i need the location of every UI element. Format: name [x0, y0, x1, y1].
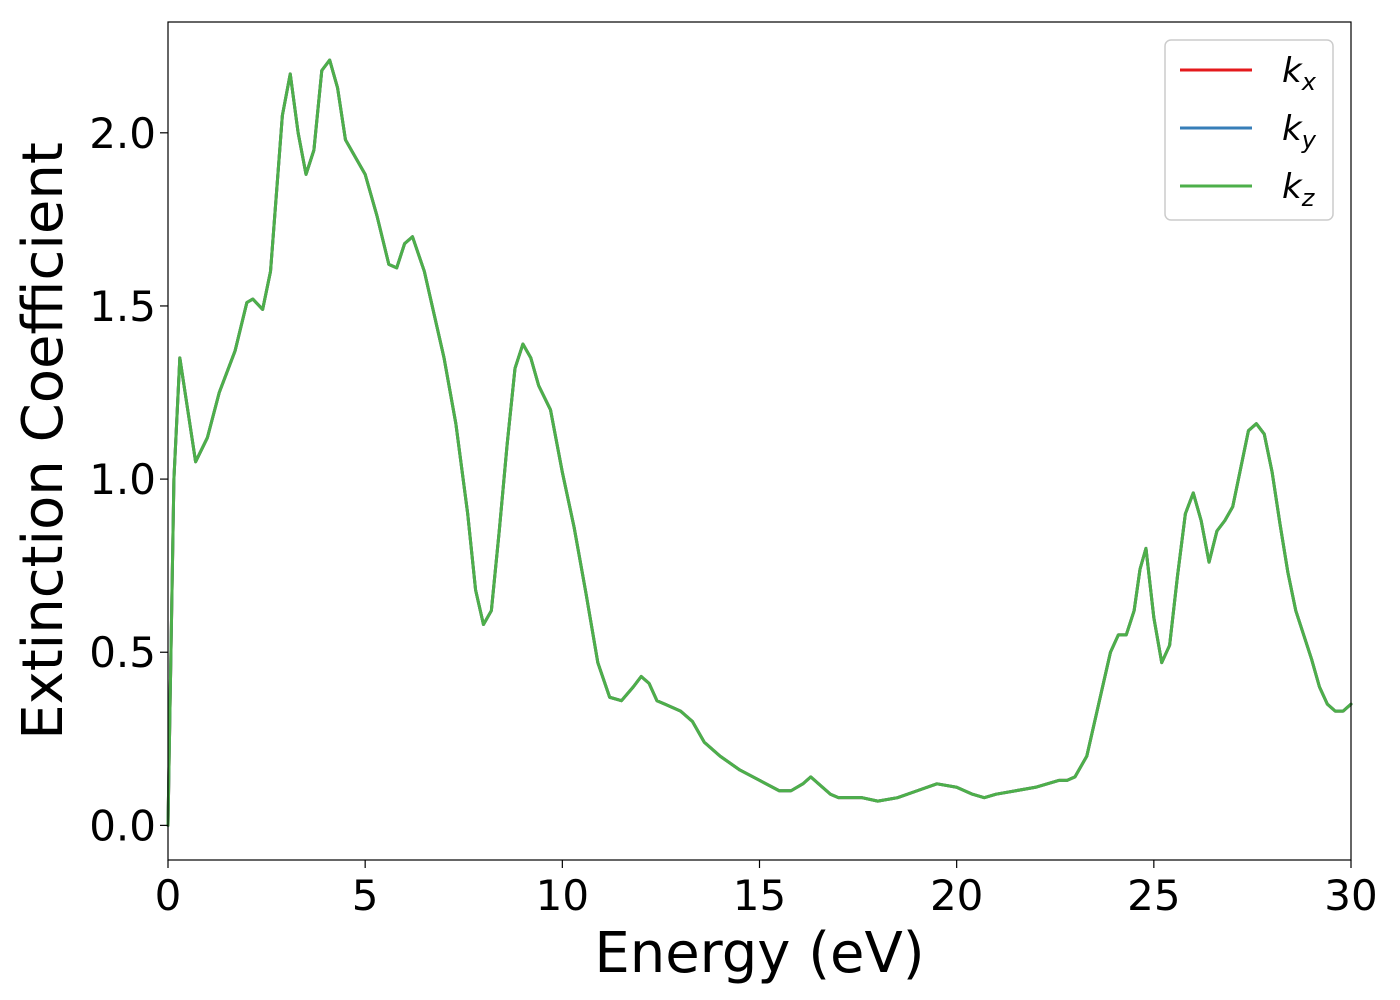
series-layer: [166, 58, 1353, 827]
y-axis-ticks: 0.0 0.5 1.0 1.5 2.0: [89, 109, 168, 850]
legend: kx ky kz: [1164, 39, 1334, 221]
y-tick-label: 1.0: [89, 455, 156, 504]
y-tick-label: 2.0: [89, 109, 156, 158]
x-tick-label: 10: [536, 871, 589, 920]
x-tick-label: 30: [1324, 871, 1377, 920]
y-axis-label: Extinction Coefficient: [11, 142, 76, 740]
x-tick-label: 0: [155, 871, 182, 920]
y-tick-label: 1.5: [89, 282, 156, 331]
series-line-kz: [166, 58, 1353, 827]
y-tick-label: 0.0: [89, 801, 156, 850]
x-tick-label: 25: [1127, 871, 1180, 920]
legend-label-kz: kz: [1282, 167, 1316, 212]
legend-label-kx: kx: [1282, 51, 1317, 96]
legend-label-ky: ky: [1282, 109, 1317, 154]
legend-box: [1164, 39, 1334, 221]
x-tick-label: 20: [930, 871, 983, 920]
x-tick-label: 15: [733, 871, 786, 920]
x-tick-label: 5: [352, 871, 379, 920]
x-axis-label: Energy (eV): [594, 921, 924, 986]
y-tick-label: 0.5: [89, 628, 156, 677]
x-axis-ticks: 0 5 10 15 20 25 30: [155, 860, 1378, 920]
